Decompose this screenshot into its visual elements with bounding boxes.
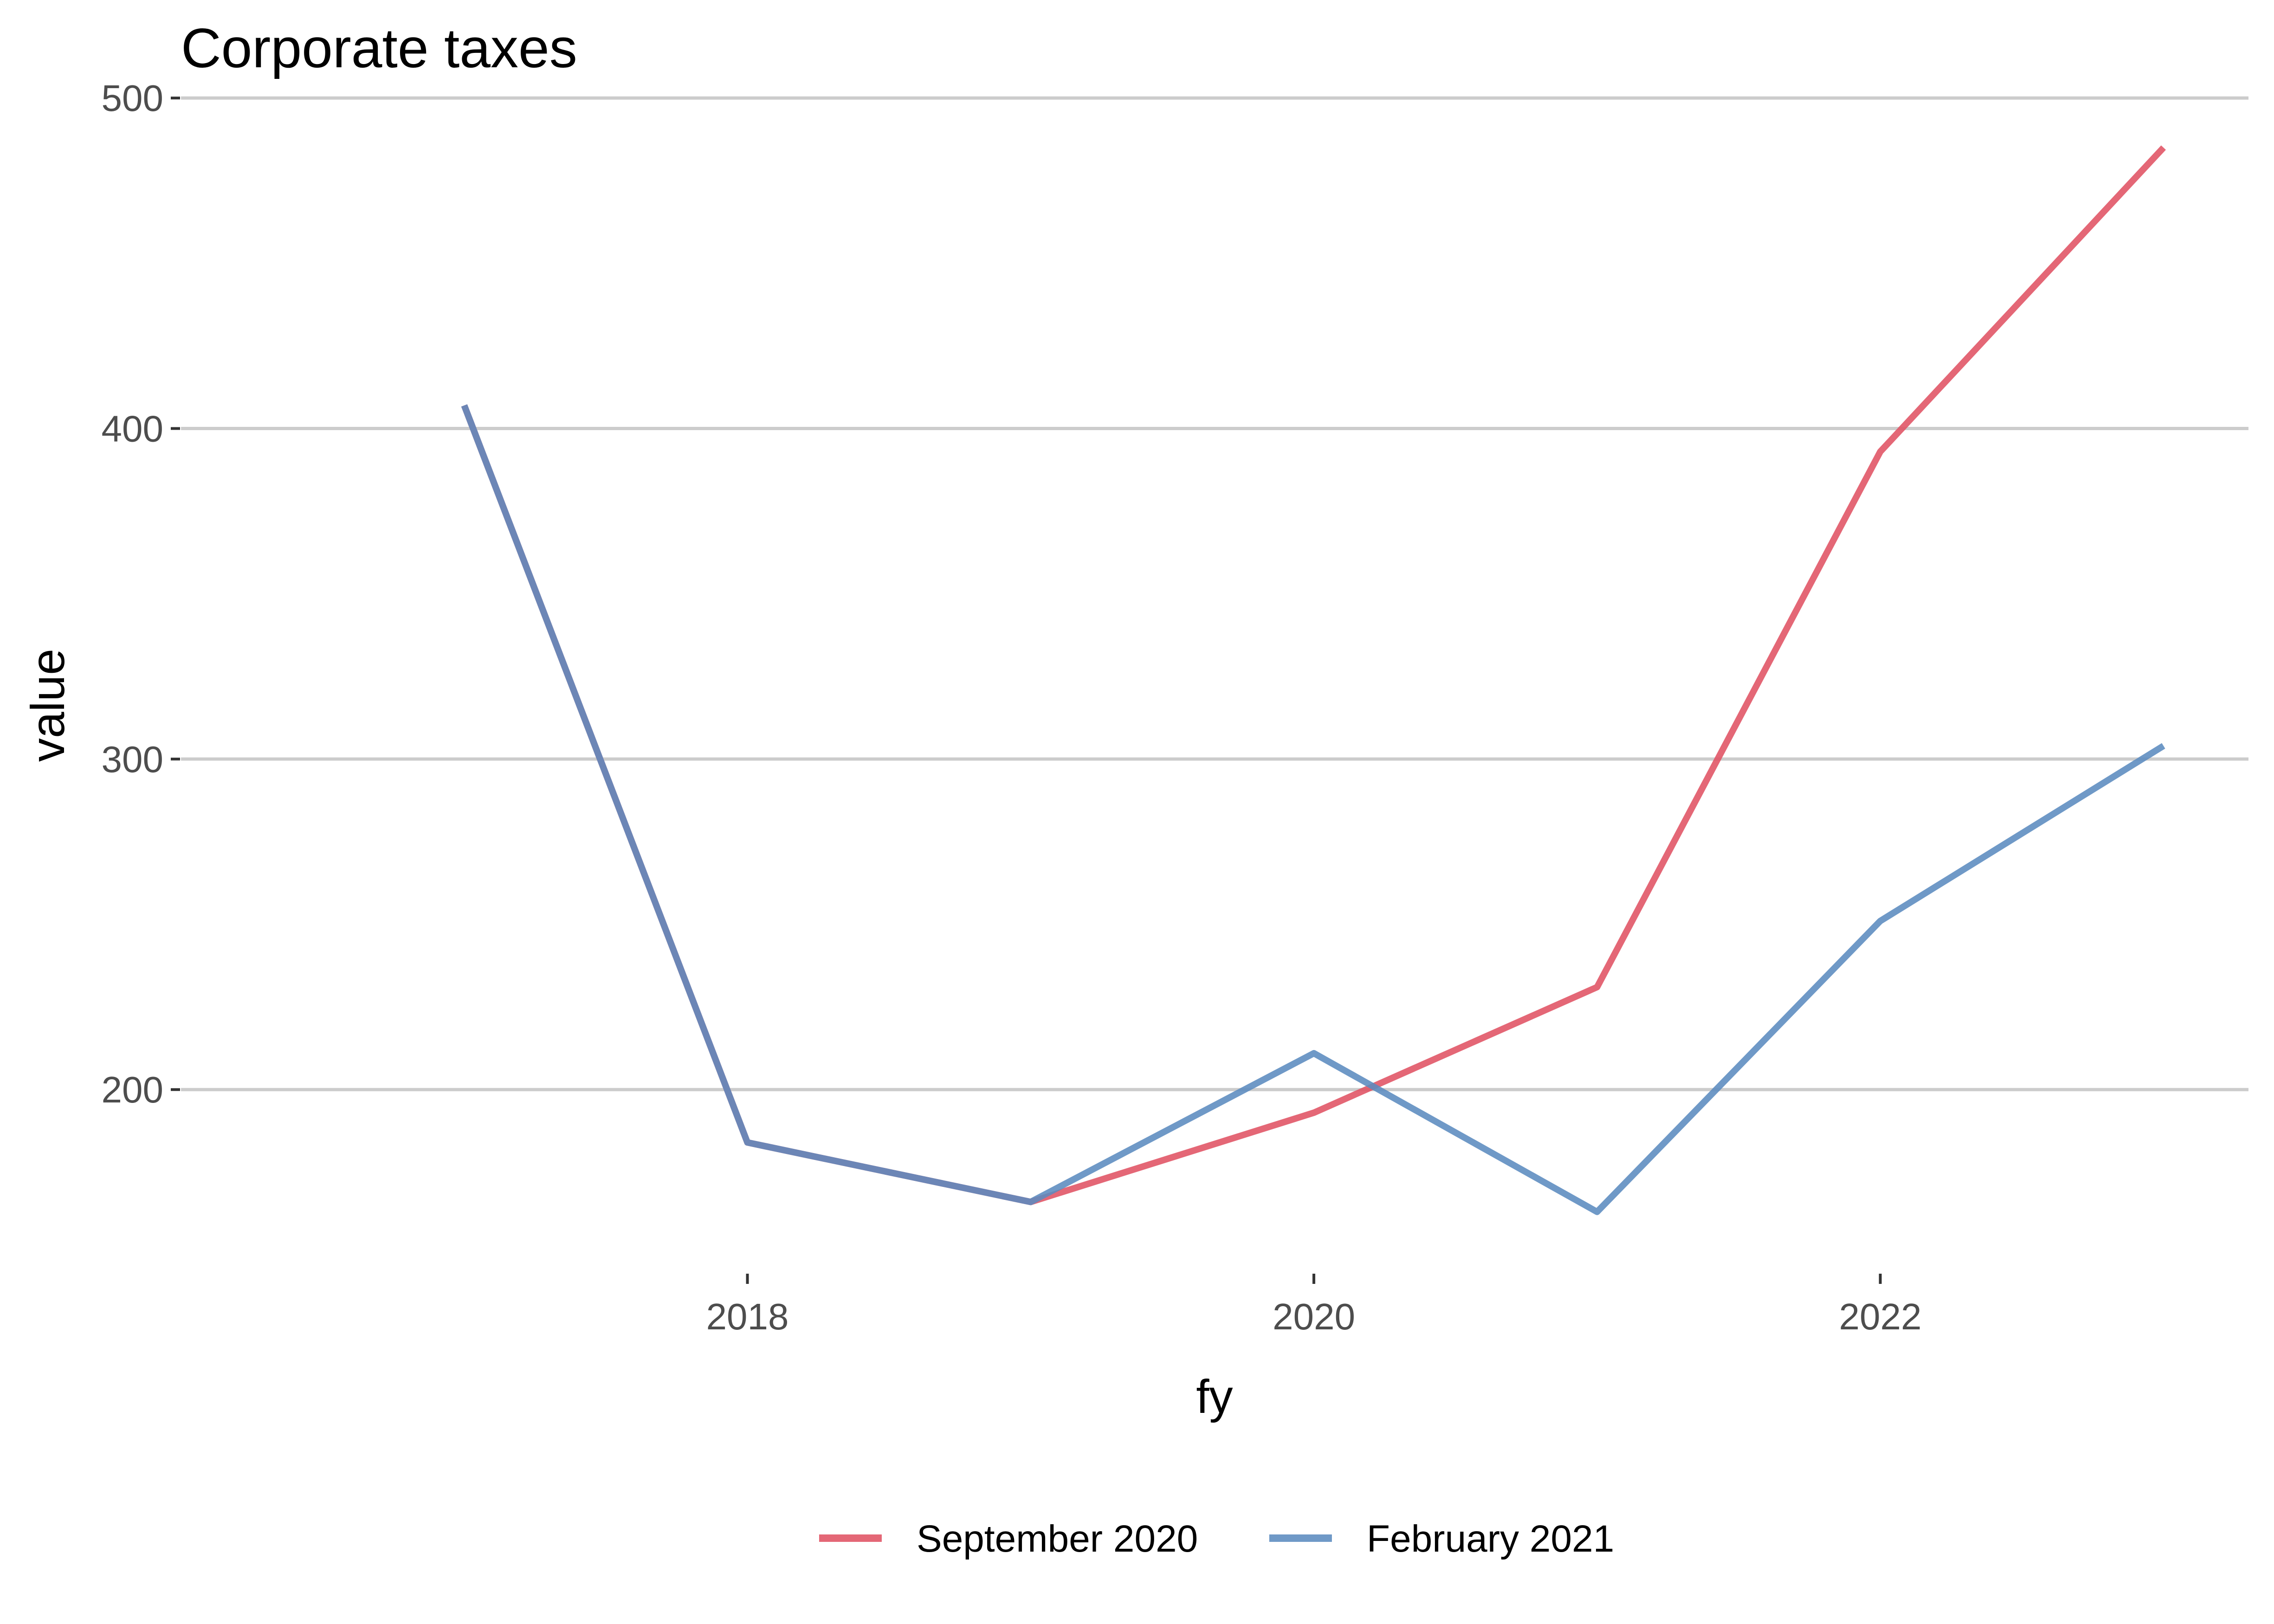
chart-title: Corporate taxes (181, 17, 577, 79)
y-tick-label: 500 (102, 77, 163, 119)
x-tick-label: 2018 (706, 1296, 789, 1337)
axis-ticks: 200 300 400 500 2018 2020 2022 (102, 77, 1922, 1337)
series-lines (461, 145, 2166, 1215)
series-line-2 (461, 404, 2165, 1215)
legend: September 2020 February 2021 (819, 1518, 1614, 1560)
gridlines (181, 96, 2248, 1091)
x-tick-label: 2022 (1839, 1296, 1922, 1337)
y-tick-label: 300 (102, 739, 163, 780)
y-tick-label: 400 (102, 408, 163, 450)
y-axis-title: value (21, 649, 74, 762)
legend-label-2: February 2021 (1367, 1518, 1614, 1560)
x-axis-title: fy (1196, 1370, 1233, 1423)
y-tick-label: 200 (102, 1069, 163, 1110)
legend-label-1: September 2020 (917, 1518, 1198, 1560)
x-tick-label: 2020 (1273, 1296, 1355, 1337)
series-line-1 (461, 145, 2166, 1205)
